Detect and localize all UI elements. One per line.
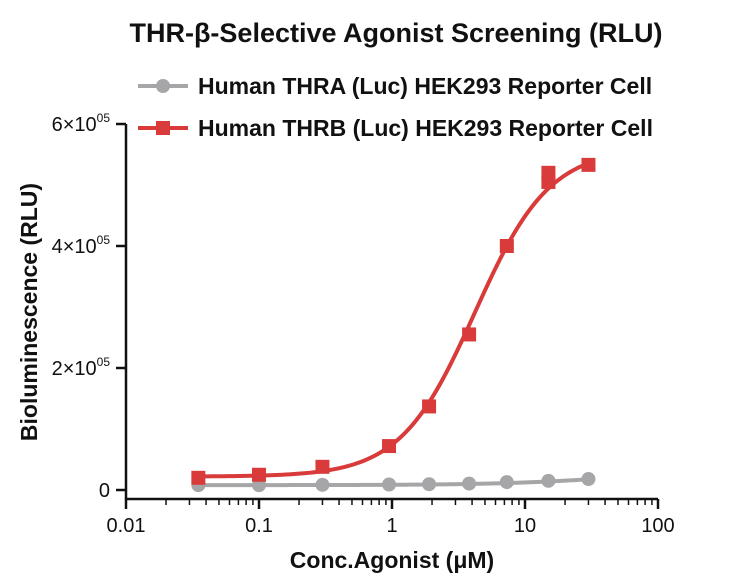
data-point-series-0 [382,477,397,492]
data-point-series-0 [315,477,330,492]
x-ticks: 0.01 0.1 1 10 100 [107,499,675,537]
y-axis-label: Bioluminescence (RLU) [16,183,42,441]
x-tick-label: 100 [641,515,674,537]
plot-area [191,157,596,493]
data-point-series-1 [541,165,556,180]
data-point-series-1 [315,459,330,474]
data-point-series-0 [422,477,437,492]
data-point-series-1 [252,467,266,482]
legend: Human THRA (Luc) HEK293 Reporter Cell Hu… [138,73,653,141]
chart-title: THR-β-Selective Agonist Screening (RLU) [129,18,662,48]
y-axis: 0 2×1005 4×1005 6×1005 [52,111,128,502]
y-tick-label: 2×1005 [52,355,111,380]
data-point-series-1 [422,399,437,414]
legend-marker-thra [156,79,170,93]
y-tick-label: 4×1005 [52,233,111,258]
data-point-series-0 [499,475,514,490]
x-tick-label: 0.01 [107,515,146,537]
x-tick-label: 1 [386,515,397,537]
x-tick-label: 0.1 [245,515,273,537]
x-minor-ticks [165,499,653,505]
x-axis-label: Conc.Agonist (μM) [290,547,494,573]
legend-entry-thra: Human THRA (Luc) HEK293 Reporter Cell [138,73,652,99]
legend-label-thra: Human THRA (Luc) HEK293 Reporter Cell [198,73,652,99]
data-point-series-1 [499,239,514,253]
y-tick-label: 6×1005 [52,111,111,136]
data-point-series-1 [191,470,206,485]
x-axis: 0.01 0.1 1 10 100 [107,497,675,537]
legend-marker-thrb [156,121,170,135]
x-tick-label: 10 [514,515,536,537]
y-ticks: 0 2×1005 4×1005 6×1005 [52,111,126,502]
data-point-series-1 [462,327,477,342]
legend-entry-thrb: Human THRB (Luc) HEK293 Reporter Cell [138,115,653,141]
y-tick-label: 0 [99,480,110,502]
data-point-series-0 [581,472,596,487]
data-point-series-0 [541,473,556,488]
fit-curve-series-1 [198,161,590,479]
legend-label-thrb: Human THRB (Luc) HEK293 Reporter Cell [198,115,653,141]
data-point-series-0 [462,476,477,491]
data-point-series-1 [382,439,397,454]
data-point-series-1 [581,157,596,172]
